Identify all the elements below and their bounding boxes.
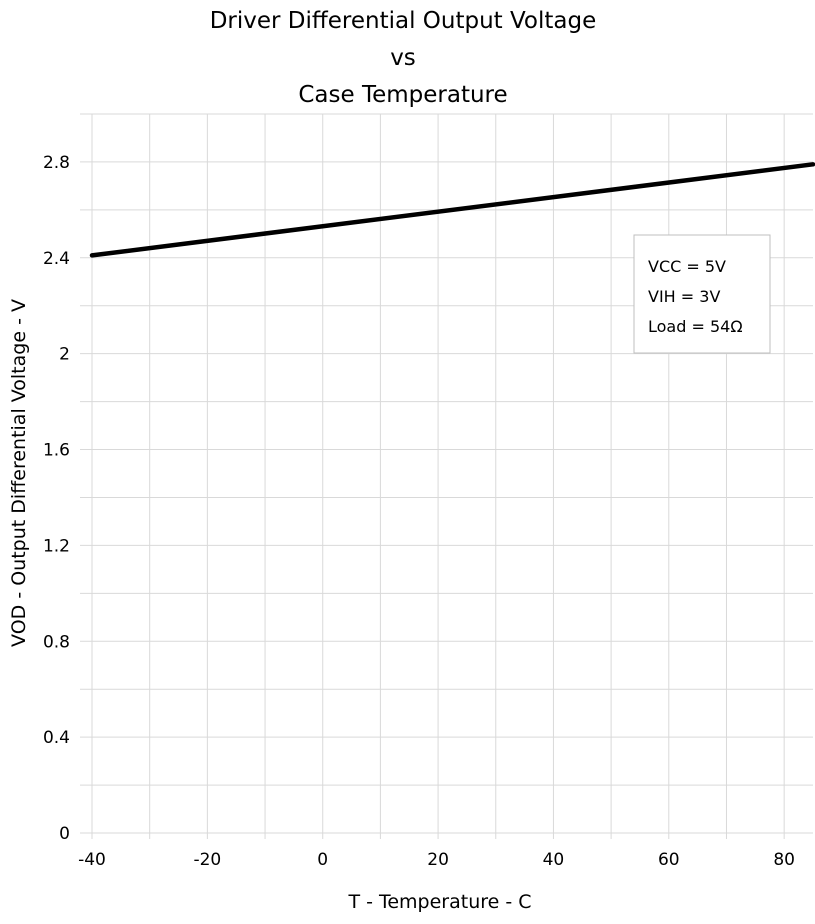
series bbox=[89, 162, 815, 258]
ticks: -40 -20 0 20 40 60 80 0 0.4 0.8 1.2 1.6 2 2.4 2.8 bbox=[43, 153, 795, 870]
y-axis-label: VOD - Output Differential Voltage - V bbox=[8, 299, 30, 647]
title-line-3: Case Temperature bbox=[298, 82, 507, 108]
y-tick-label: 2.4 bbox=[43, 249, 70, 269]
x-tick-label: 40 bbox=[543, 850, 565, 870]
annotation-load: Load = 54Ω bbox=[648, 317, 743, 336]
y-tick-label: 0 bbox=[59, 824, 70, 844]
x-tick-label: 0 bbox=[317, 850, 328, 870]
x-tick-label: -40 bbox=[78, 850, 106, 870]
annotation-box: VCC = 5V VIH = 3V Load = 54Ω bbox=[633, 234, 771, 354]
x-tick-label: 20 bbox=[427, 850, 449, 870]
x-tick-label: 80 bbox=[773, 850, 795, 870]
y-tick-label: 1.2 bbox=[43, 536, 70, 556]
annotation-vcc: VCC = 5V bbox=[648, 257, 726, 276]
title-line-1: Driver Differential Output Voltage bbox=[210, 8, 597, 34]
y-tick-label: 2 bbox=[59, 345, 70, 365]
annotation-vih: VIH = 3V bbox=[648, 287, 720, 306]
y-tick-label: 2.8 bbox=[43, 153, 70, 173]
y-tick-label: 0.8 bbox=[43, 632, 70, 652]
y-tick-label: 1.6 bbox=[43, 441, 70, 461]
x-tick-label: 60 bbox=[658, 850, 680, 870]
chart-title: Driver Differential Output Voltage vs Ca… bbox=[210, 8, 597, 108]
x-tick-label: -20 bbox=[193, 850, 221, 870]
title-line-2: vs bbox=[390, 45, 416, 71]
x-axis-label: T - Temperature - C bbox=[347, 891, 531, 913]
grid bbox=[80, 113, 813, 839]
y-tick-label: 0.4 bbox=[43, 728, 70, 748]
series-line bbox=[89, 162, 815, 258]
